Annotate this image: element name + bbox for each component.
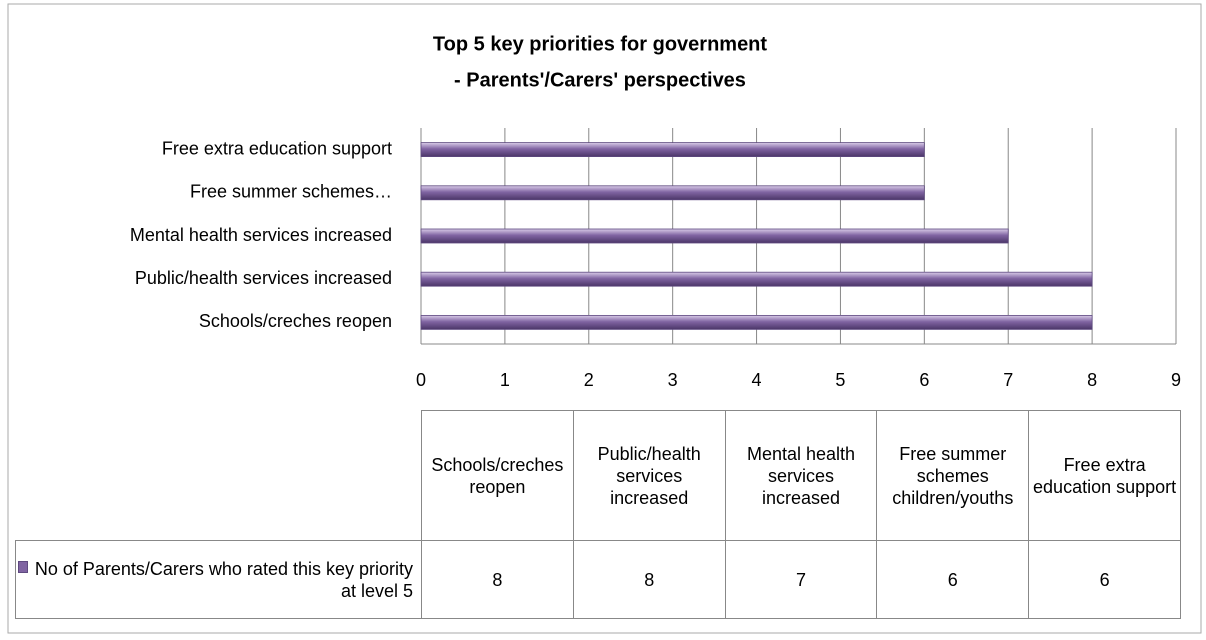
table-value: 6 xyxy=(1028,540,1181,619)
table-value: 8 xyxy=(572,540,726,619)
bar xyxy=(420,314,1093,330)
table-value: 7 xyxy=(724,540,878,619)
bar xyxy=(420,228,1009,244)
x-tick-label: 4 xyxy=(752,370,762,390)
x-tick-label: 7 xyxy=(1003,370,1013,390)
table-value: 8 xyxy=(421,540,574,619)
x-tick-label: 8 xyxy=(1087,370,1097,390)
chart-title: Top 5 key priorities for government xyxy=(433,33,767,55)
table-value: 6 xyxy=(876,540,1030,619)
chart-subtitle: - Parents'/Carers' perspectives xyxy=(454,69,746,91)
x-tick-label: 5 xyxy=(835,370,845,390)
legend-cell: No of Parents/Carers who rated this key … xyxy=(15,540,422,619)
table-header: Free summer schemes children/youths xyxy=(876,410,1030,541)
x-tick-label: 6 xyxy=(919,370,929,390)
bar xyxy=(420,185,925,201)
x-tick-label: 2 xyxy=(584,370,594,390)
x-tick-label: 1 xyxy=(500,370,510,390)
table-header: Schools/creches reopen xyxy=(421,410,574,541)
table-header: Public/health services increased xyxy=(572,410,726,541)
x-tick-label: 3 xyxy=(668,370,678,390)
y-tick-label: Mental health services increased xyxy=(130,225,392,245)
y-tick-label: Free extra education support xyxy=(162,138,392,158)
y-tick-label: Free summer schemes… xyxy=(190,182,392,202)
x-tick-label: 9 xyxy=(1171,370,1181,390)
y-tick-label: Schools/creches reopen xyxy=(199,311,392,331)
table-header: Free extra education support xyxy=(1028,410,1181,541)
legend-key xyxy=(18,561,29,573)
y-tick-label: Public/health services increased xyxy=(135,268,392,288)
table-header: Mental health services increased xyxy=(724,410,878,541)
bar xyxy=(420,142,925,158)
x-tick-label: 0 xyxy=(416,370,426,390)
legend-label: No of Parents/Carers who rated this key … xyxy=(34,558,413,601)
bar xyxy=(420,271,1093,287)
